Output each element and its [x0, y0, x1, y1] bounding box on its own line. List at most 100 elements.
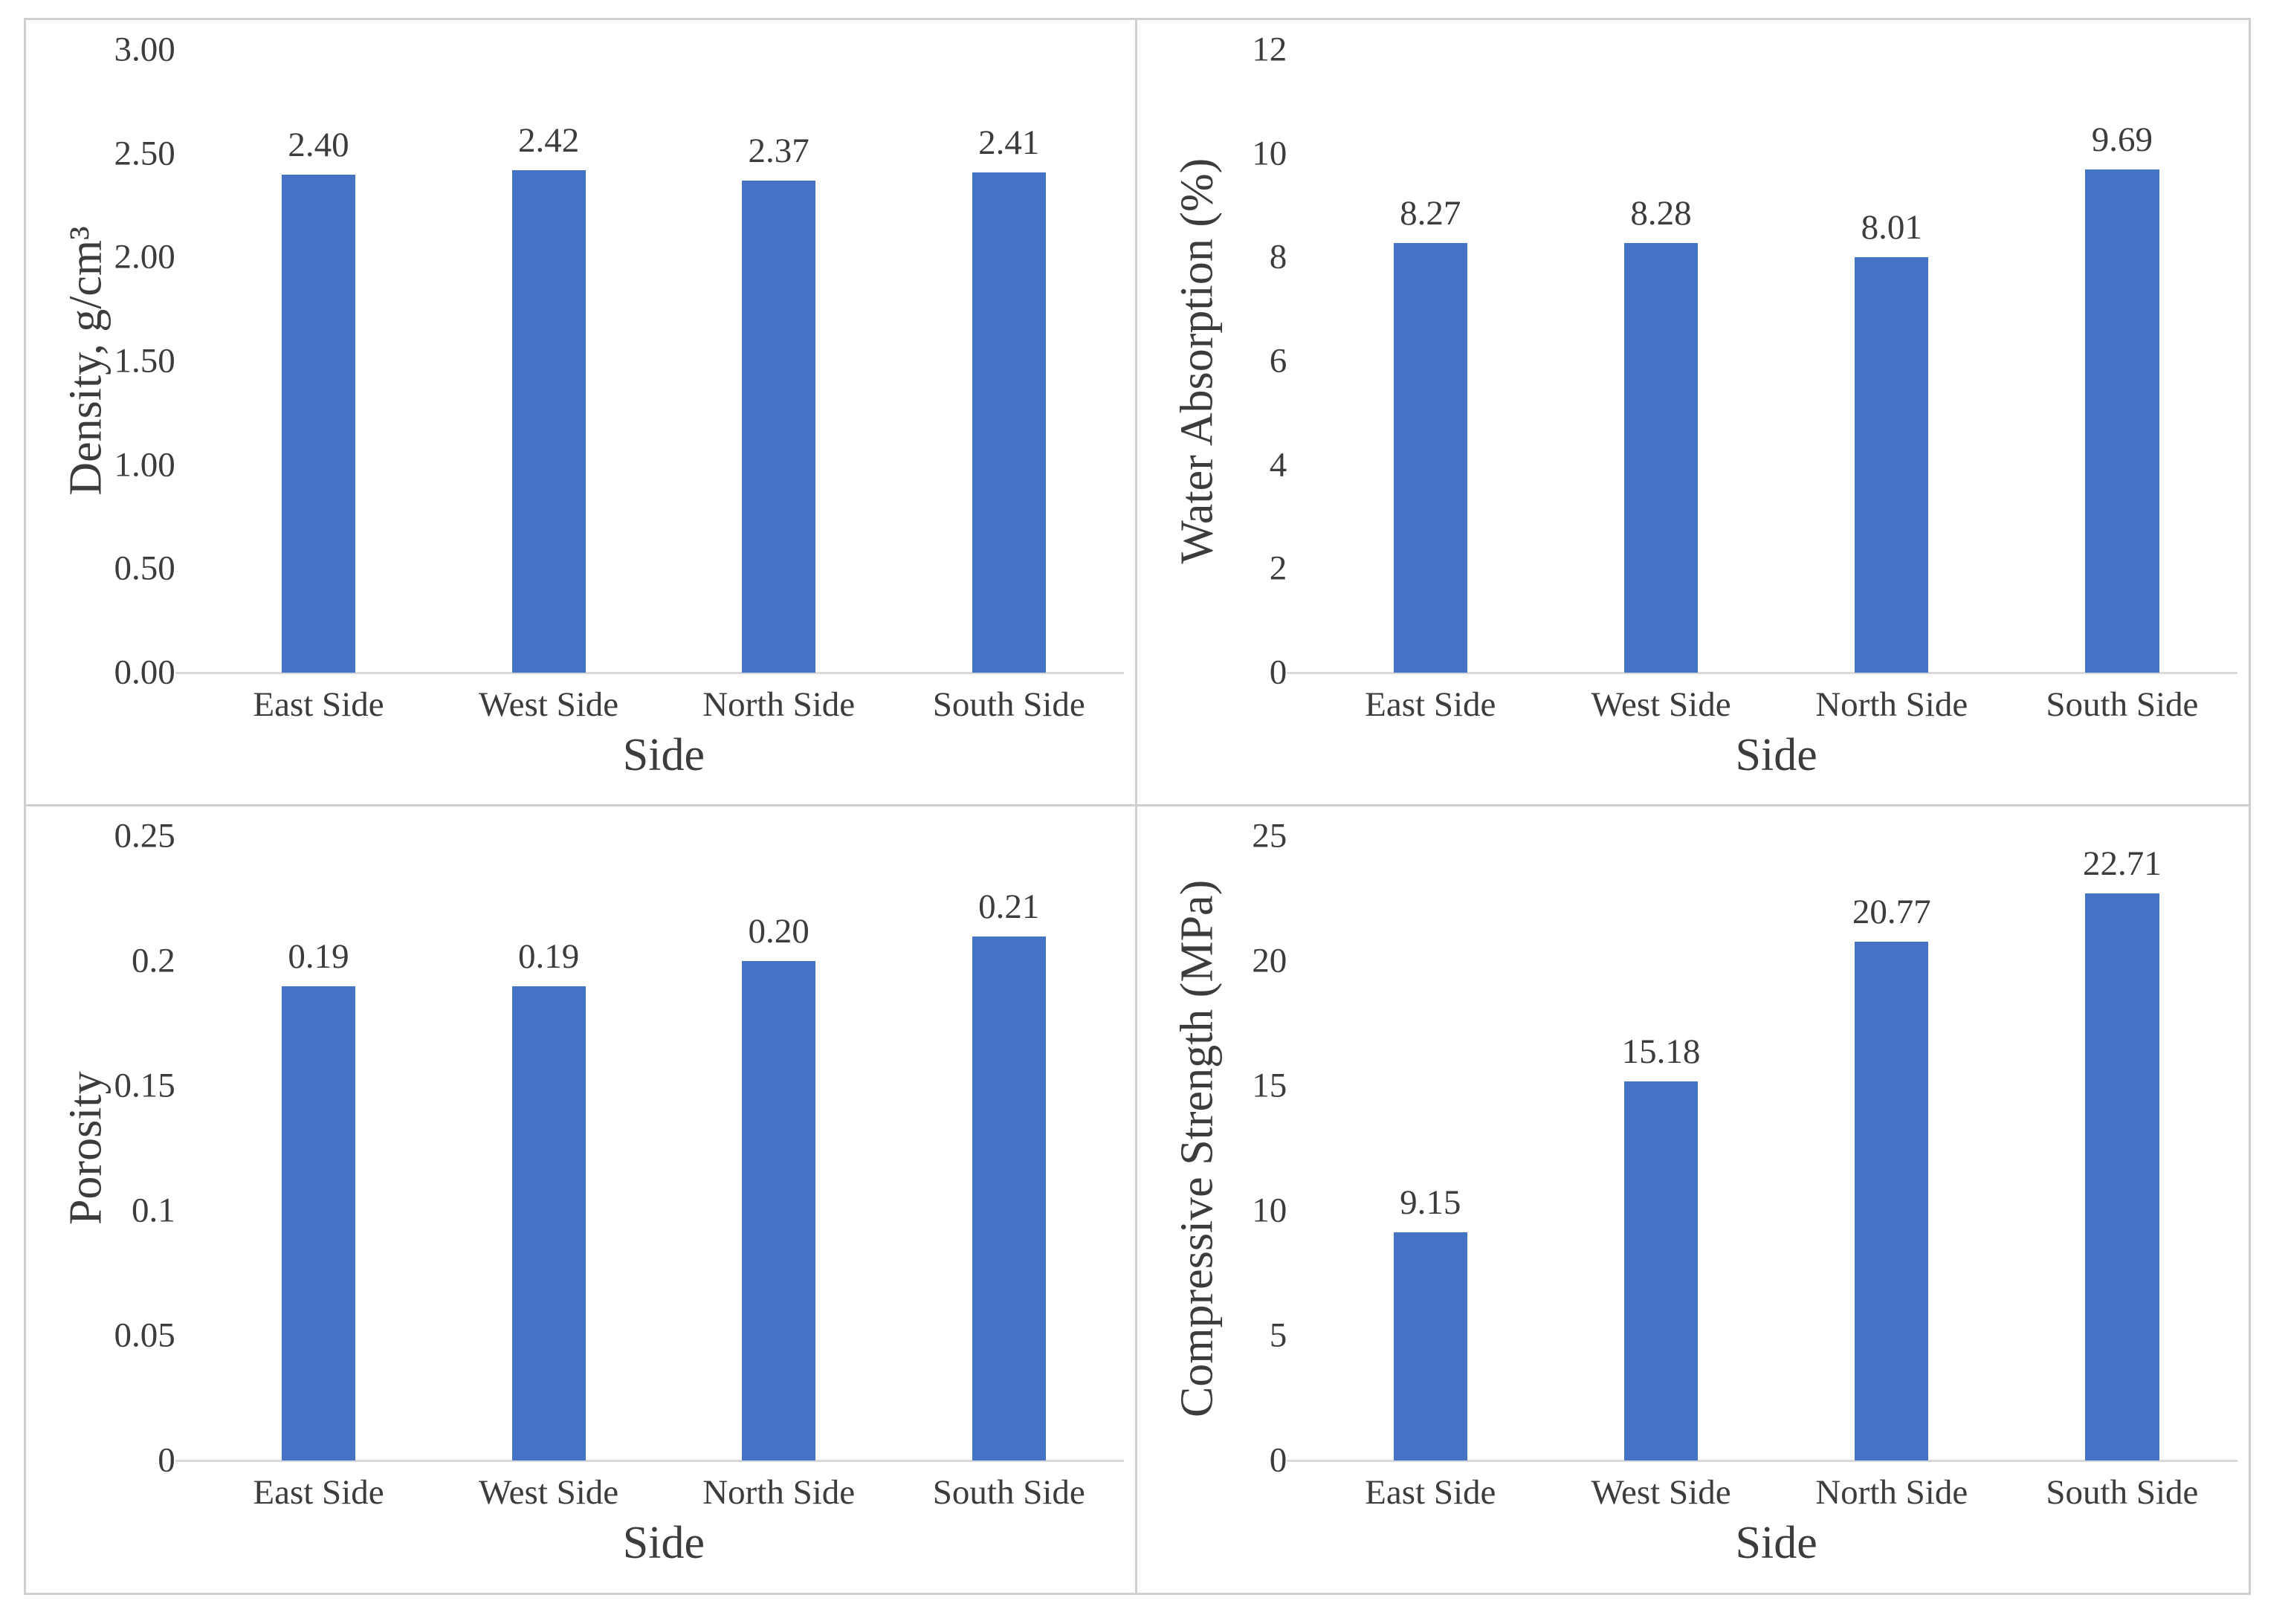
chart-compressive-strength: Compressive Strength (MPa) 0 5 10 15 20 25 9.1… — [1137, 806, 2249, 1593]
x-category-label: South Side — [932, 1473, 1085, 1513]
bar — [1855, 942, 1929, 1461]
y-tick-label: 0 — [158, 1440, 175, 1480]
y-tick-label: 6 — [1269, 341, 1287, 381]
bar — [972, 936, 1046, 1461]
y-tick-label: 2.00 — [114, 237, 175, 276]
bar-slot: 22.71 South Side — [2007, 836, 2237, 1512]
bar-value-label: 8.27 — [1400, 194, 1461, 233]
y-tick-label: 3.00 — [114, 30, 175, 69]
bar-value-label: 22.71 — [2083, 844, 2162, 884]
x-axis-title: Side — [622, 729, 705, 780]
bar — [972, 172, 1046, 673]
x-category-label: North Side — [1815, 1473, 1968, 1513]
y-tick-label: 0.2 — [131, 941, 175, 980]
bar-value-label: 2.37 — [748, 132, 809, 170]
y-tick-label: 2.50 — [114, 134, 175, 173]
x-category-label: North Side — [1815, 685, 1968, 724]
y-tick-label: 5 — [1269, 1316, 1287, 1355]
plot-area: 0 0.05 0.1 0.15 0.2 0.25 0.19 East Side 0.19 West… — [114, 818, 1125, 1512]
plot-area: 0 2 4 6 8 10 12 8.27 East Side 8.28 West Side 8.01 N… — [1252, 32, 2238, 724]
x-category-label: South Side — [2046, 1473, 2199, 1513]
bar-slot: 2.42 West Side — [433, 50, 664, 724]
bar-slot: 9.15 East Side — [1315, 836, 1545, 1512]
y-tick-label: 0 — [1269, 1440, 1287, 1480]
y-tick-label: 12 — [1252, 30, 1287, 69]
bar-slot: 20.77 North Side — [1777, 836, 2007, 1512]
y-tick-label: 1.00 — [114, 445, 175, 485]
x-category-label: East Side — [253, 685, 384, 724]
x-category-label: West Side — [479, 1473, 619, 1513]
y-tick-label: 20 — [1252, 941, 1287, 980]
x-category-label: West Side — [1591, 685, 1731, 724]
bar — [742, 181, 816, 673]
bar — [1393, 243, 1467, 673]
x-axis-line — [175, 1460, 1125, 1463]
bar — [281, 986, 356, 1461]
y-tick-label: 0.50 — [114, 549, 175, 588]
x-category-label: West Side — [479, 685, 619, 724]
x-axis-line — [175, 671, 1125, 674]
x-axis-title: Side — [1735, 729, 1817, 780]
y-tick-label: 25 — [1252, 816, 1287, 855]
x-category-label: East Side — [253, 1473, 384, 1513]
bar-value-label: 2.40 — [288, 125, 349, 164]
bar-value-label: 0.21 — [978, 887, 1040, 926]
x-axis-title: Side — [1735, 1518, 1817, 1569]
bar-slot: 2.37 North Side — [664, 50, 894, 724]
x-category-label: North Side — [702, 1473, 856, 1513]
bar-value-label: 8.01 — [1861, 207, 1922, 247]
bar — [2085, 893, 2159, 1461]
bar-slot: 0.20 North Side — [664, 836, 894, 1512]
bar — [281, 174, 356, 673]
bar-slot: 0.19 West Side — [433, 836, 664, 1512]
bar — [511, 170, 586, 673]
bar-slot: 8.27 East Side — [1315, 50, 1545, 723]
bar — [511, 986, 586, 1461]
bar-slot: 15.18 West Side — [1545, 836, 1776, 1512]
bar-slot: 0.21 South Side — [893, 836, 1124, 1512]
bar-value-label: 8.28 — [1630, 193, 1692, 233]
bar-slot: 0.19 East Side — [204, 836, 434, 1512]
y-tick-label: 2 — [1269, 549, 1287, 588]
y-tick-label: 8 — [1269, 237, 1287, 276]
bar — [1623, 1081, 1699, 1461]
x-axis-line — [1287, 671, 2238, 674]
y-tick-label: 10 — [1252, 134, 1287, 173]
y-tick-label: 0.15 — [114, 1066, 175, 1105]
bar — [1623, 242, 1699, 673]
x-category-label: South Side — [2046, 685, 2199, 724]
bar — [2085, 169, 2159, 673]
chart-density: Density, g/cm³ 0.00 0.50 1.00 1.50 2.00 2.50 3… — [26, 20, 1137, 806]
bar-slot: 9.69 South Side — [2007, 50, 2237, 724]
bar-value-label: 2.42 — [517, 121, 580, 161]
y-tick-label: 0.00 — [114, 653, 175, 692]
bar-slot: 8.28 West Side — [1545, 50, 1776, 723]
x-axis-title: Side — [622, 1518, 705, 1569]
y-tick-label: 0.1 — [131, 1191, 175, 1230]
bar-value-label: 2.41 — [978, 123, 1040, 162]
y-tick-label: 0 — [1269, 653, 1287, 692]
bar-value-label: 15.18 — [1621, 1032, 1701, 1072]
bar-value-label: 9.69 — [2091, 120, 2153, 160]
chart-porosity: Porosity 0 0.05 0.1 0.15 0.2 0.25 0.19 East Sid… — [26, 806, 1137, 1593]
y-axis-title: Compressive Strength (MPa) — [1172, 879, 1223, 1417]
bar-slot: 2.41 South Side — [893, 50, 1124, 723]
bar-slot: 2.40 East Side — [204, 50, 434, 723]
plot-area: 0 5 10 15 20 25 9.15 East Side 15.18 West Side 20.… — [1252, 818, 2238, 1512]
figure-grid: Density, g/cm³ 0.00 0.50 1.00 1.50 2.00 2.50 3… — [24, 18, 2251, 1595]
bar — [742, 961, 816, 1461]
y-tick-label: 10 — [1252, 1191, 1287, 1230]
x-category-label: North Side — [702, 685, 856, 724]
x-axis-line — [1287, 1460, 2238, 1463]
bar — [1393, 1232, 1467, 1461]
x-category-label: East Side — [1365, 685, 1496, 724]
y-tick-label: 0.05 — [114, 1316, 175, 1355]
bar-slot: 8.01 North Side — [1777, 50, 2007, 723]
bar-value-label: 9.15 — [1400, 1183, 1461, 1222]
y-tick-label: 4 — [1269, 445, 1287, 485]
x-category-label: South Side — [932, 685, 1085, 724]
bar-value-label: 0.19 — [288, 936, 349, 976]
bar-value-label: 0.19 — [517, 936, 580, 976]
y-tick-label: 0.25 — [114, 816, 175, 855]
plot-area: 0.00 0.50 1.00 1.50 2.00 2.50 3.00 2.40 East Sid… — [114, 32, 1125, 724]
